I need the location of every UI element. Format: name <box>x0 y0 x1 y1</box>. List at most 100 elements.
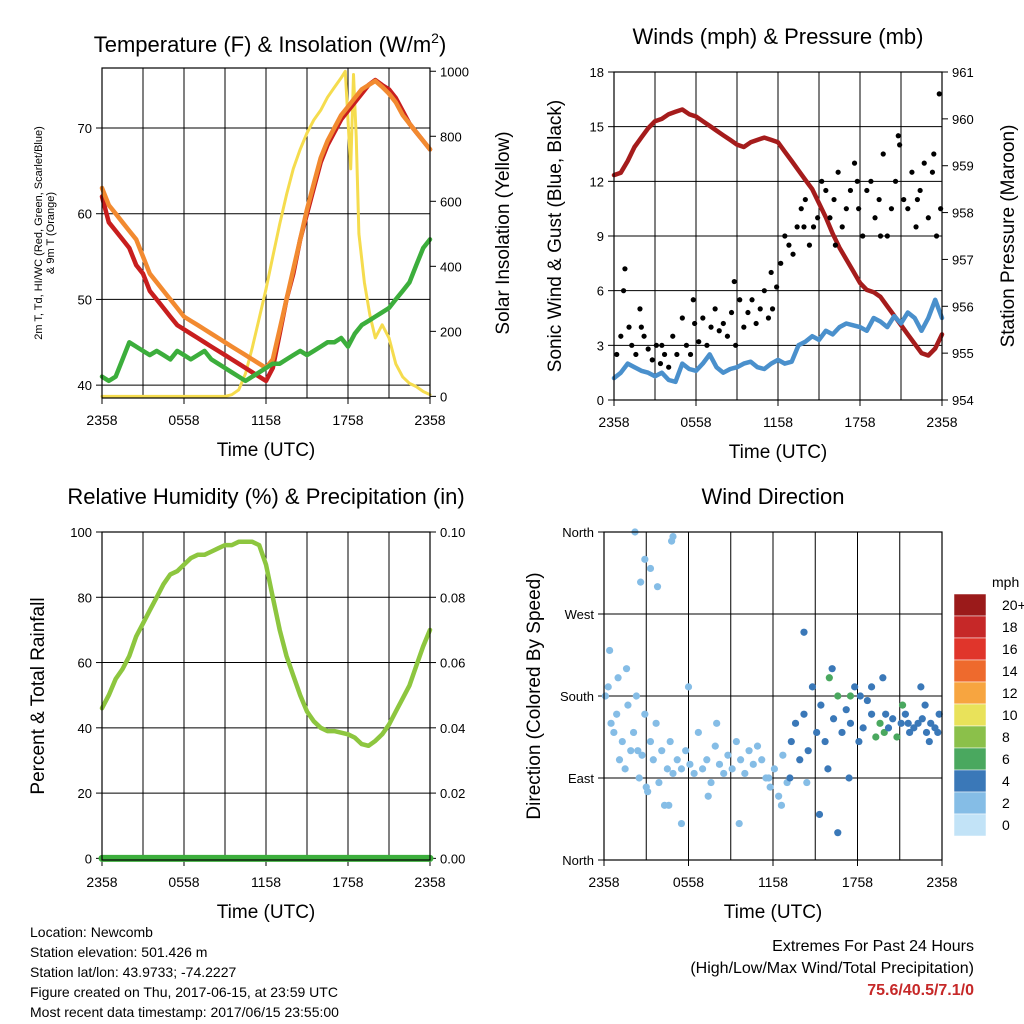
y-axis-label: Sonic Wind & Gust (Blue, Black) <box>545 100 566 372</box>
legend-label: 10 <box>1002 707 1018 723</box>
direction-point <box>627 747 635 755</box>
direction-point <box>828 665 836 673</box>
plot-frame <box>101 67 431 399</box>
gust-point <box>892 178 899 184</box>
gust-point <box>913 224 919 230</box>
direction-point <box>622 665 631 673</box>
direction-point <box>914 719 922 727</box>
x-tick-label: 1758 <box>332 412 363 428</box>
direction-point <box>779 751 787 759</box>
direction-point <box>813 728 821 737</box>
series-line-sonic-wind <box>611 297 945 385</box>
legend-swatch <box>953 681 987 705</box>
gust-point <box>933 233 940 239</box>
direction-point <box>753 742 762 750</box>
wind-direction-panel: 2358 0558 1158 1758 2358 North East South West No… <box>524 484 958 923</box>
direction-point <box>641 555 649 563</box>
direction-point <box>765 774 773 782</box>
y-tick-label: East <box>568 771 594 786</box>
x-tick-label: 2358 <box>926 414 957 430</box>
gust-point <box>847 187 854 194</box>
extremes-box: Extremes For Past 24 Hours (High/Low/Max… <box>690 936 974 1002</box>
direction-point <box>694 728 702 737</box>
station-location: Location: Newcomb <box>30 924 153 940</box>
legend-label: 0 <box>1002 817 1010 833</box>
direction-point <box>770 765 779 773</box>
gust-point <box>683 342 690 348</box>
y2-axis-label: Solar Insolation (Yellow) <box>493 131 514 334</box>
gust-point <box>790 251 796 257</box>
direction-point <box>634 747 642 755</box>
y-tick-label: 50 <box>78 292 92 307</box>
gust-point <box>794 224 800 230</box>
gust-point <box>864 187 870 194</box>
direction-point <box>898 701 907 709</box>
direction-point <box>800 710 808 718</box>
y-tick-label: 9 <box>597 229 604 244</box>
direction-point <box>606 646 614 655</box>
y2-tick-label: 957 <box>952 252 974 267</box>
direction-point <box>838 728 846 737</box>
direction-point <box>872 733 880 741</box>
gust-point <box>712 306 718 312</box>
gust-point <box>860 233 866 239</box>
direction-point <box>922 728 931 737</box>
y-tick-label: North <box>562 525 594 540</box>
y2-tick-label: 0.08 <box>440 590 465 605</box>
gust-point <box>901 196 907 203</box>
legend-swatch <box>953 791 987 815</box>
gust-point <box>888 206 895 212</box>
gust-point <box>872 215 878 221</box>
plot-frame <box>603 531 943 861</box>
gust-point <box>931 151 937 157</box>
direction-point <box>635 774 643 782</box>
direction-point <box>925 737 933 746</box>
legend-swatch <box>953 813 987 837</box>
direction-point <box>842 706 850 714</box>
gust-point <box>832 242 839 248</box>
gust-point <box>769 306 776 312</box>
direction-point <box>686 760 694 768</box>
direction-point <box>787 737 795 746</box>
x-tick-label: 1158 <box>251 412 281 428</box>
y2-tick-label: 800 <box>440 129 462 144</box>
direction-point <box>859 724 867 732</box>
wind-speed-legend: mph 20+ 18 16 14 12 10 8 6 4 2 0 <box>953 574 1024 837</box>
direction-point <box>669 769 677 778</box>
y2-tick-label: 961 <box>952 65 974 80</box>
gust-point <box>733 342 739 348</box>
direction-point <box>601 692 610 700</box>
x-axis-label: Time (UTC) <box>729 442 828 463</box>
gust-point <box>720 320 726 327</box>
direction-point <box>897 719 905 727</box>
direction-point <box>867 710 876 718</box>
gust-point <box>884 233 890 239</box>
direction-point <box>732 737 740 746</box>
gust-point <box>909 169 915 175</box>
extremes-subtitle: (High/Low/Max Wind/Total Precipitation) <box>690 960 974 977</box>
gust-point <box>618 333 624 339</box>
x-tick-label: 0558 <box>168 412 199 428</box>
direction-point <box>615 756 624 764</box>
direction-point <box>917 683 925 691</box>
direction-point <box>804 747 812 755</box>
gust-point <box>653 342 659 348</box>
direction-point <box>655 778 663 787</box>
winds-pressure-panel: 2358 0558 1158 1758 2358 0 3 6 9 12 15 18 954 955 956 9… <box>545 24 1019 463</box>
direction-point <box>677 765 686 773</box>
direction-point <box>728 765 736 773</box>
gust-point <box>749 297 755 303</box>
direction-point <box>642 783 650 791</box>
direction-point <box>604 683 612 691</box>
gust-point <box>641 333 647 339</box>
direction-point <box>737 756 745 764</box>
legend-swatch <box>953 725 987 749</box>
gust-point <box>856 206 862 212</box>
station-elevation: Station elevation: 501.426 m <box>30 944 208 960</box>
y-tick-label: 60 <box>78 207 92 222</box>
y-axis-label: Percent & Total Rainfall <box>28 597 49 794</box>
gust-point <box>661 351 668 358</box>
direction-point <box>808 683 817 691</box>
y2-tick-label: 954 <box>952 393 974 408</box>
gust-point <box>877 233 884 239</box>
